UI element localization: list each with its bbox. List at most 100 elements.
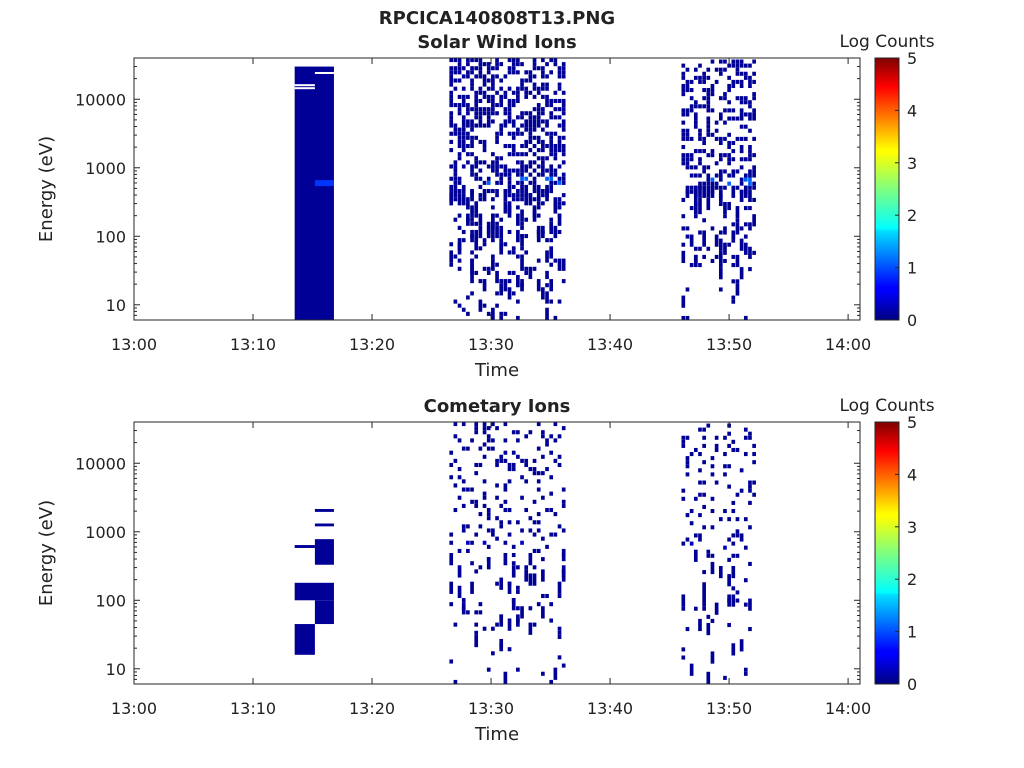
count-pixel [503, 540, 508, 545]
count-pixel [702, 104, 706, 109]
count-pixel [482, 74, 487, 79]
count-pixel [453, 127, 458, 132]
count-pixel [685, 132, 690, 137]
count-pixel [486, 434, 491, 439]
count-pixel [486, 111, 491, 116]
count-pixel [495, 131, 499, 136]
count-pixel [710, 651, 715, 664]
count-pixel [528, 193, 533, 198]
count-pixel [693, 149, 698, 154]
count-pixel [520, 254, 524, 259]
count-pixel [482, 454, 487, 459]
x-axis-label: Time [474, 360, 519, 381]
count-pixel [689, 88, 694, 93]
count-pixel [752, 480, 756, 485]
y-tick-label: 100 [95, 591, 126, 610]
count-pixel [735, 96, 740, 101]
count-pixel [743, 206, 748, 211]
count-pixel [491, 197, 495, 202]
count-pixel [491, 238, 495, 243]
count-pixel [524, 176, 529, 181]
count-pixel [735, 63, 740, 68]
count-pixel [553, 90, 558, 95]
count-pixel [495, 189, 499, 194]
count-pixel [689, 165, 694, 170]
count-pixel [689, 663, 694, 676]
count-pixel [727, 557, 731, 562]
count-pixel [449, 532, 454, 537]
count-pixel [731, 108, 736, 113]
count-pixel [461, 103, 466, 108]
count-pixel [752, 185, 756, 190]
count-pixel [685, 79, 690, 84]
count-pixel [748, 206, 752, 211]
count-pixel [499, 172, 504, 177]
count-pixel [511, 462, 516, 468]
count-pixel [520, 152, 524, 157]
count-pixel [461, 94, 466, 99]
count-pixel [474, 58, 479, 63]
count-pixel [524, 434, 529, 439]
count-pixel [503, 487, 508, 492]
count-pixel [470, 270, 474, 284]
count-pixel [545, 123, 549, 128]
count-pixel [486, 98, 491, 104]
count-pixel [561, 201, 566, 206]
count-pixel [541, 160, 545, 165]
count-pixel [474, 462, 479, 468]
count-pixel [499, 98, 504, 104]
count-pixel [735, 447, 740, 453]
count-pixel [557, 180, 562, 185]
count-pixel [524, 90, 529, 95]
count-pixel [545, 238, 549, 243]
count-pixel [453, 176, 458, 181]
count-pixel [735, 79, 740, 84]
count-pixel [453, 483, 458, 488]
count-pixel [689, 189, 694, 194]
count-pixel [457, 139, 462, 144]
count-pixel [511, 598, 516, 611]
count-pixel [702, 594, 706, 607]
count-pixel [536, 258, 541, 263]
count-pixel [453, 254, 458, 259]
count-pixel [520, 123, 524, 128]
count-pixel [486, 512, 491, 517]
count-pixel [474, 471, 479, 476]
count-pixel [731, 79, 736, 84]
count-pixel [499, 62, 504, 67]
count-pixel [698, 79, 702, 84]
count-pixel [685, 472, 690, 477]
count-pixel [706, 246, 711, 251]
count-pixel [511, 598, 516, 603]
count-pixel [524, 111, 529, 116]
count-pixel [536, 90, 541, 95]
count-pixel [710, 153, 715, 158]
count-pixel [457, 193, 462, 206]
count-pixel [748, 177, 752, 182]
count-pixel [541, 111, 545, 116]
count-pixel [689, 96, 694, 101]
count-pixel [449, 74, 454, 79]
count-pixel [470, 234, 474, 239]
count-pixel [478, 123, 483, 128]
count-pixel [545, 283, 549, 288]
count-pixel [511, 450, 516, 455]
count-pixel [739, 226, 744, 231]
count-pixel [545, 74, 549, 79]
count-pixel [706, 104, 711, 109]
count-pixel [553, 156, 558, 161]
count-pixel [702, 75, 706, 80]
count-pixel [449, 164, 454, 169]
count-pixel [520, 115, 524, 120]
count-pixel [503, 507, 508, 513]
count-pixel [453, 180, 458, 185]
count-pixel [727, 157, 731, 162]
count-pixel [511, 565, 516, 578]
count-pixel [470, 193, 474, 198]
count-pixel [453, 507, 458, 513]
count-pixel [453, 458, 458, 463]
count-pixel [507, 111, 512, 116]
count-pixel [710, 181, 715, 186]
count-pixel [516, 193, 520, 198]
count-pixel [735, 279, 740, 284]
